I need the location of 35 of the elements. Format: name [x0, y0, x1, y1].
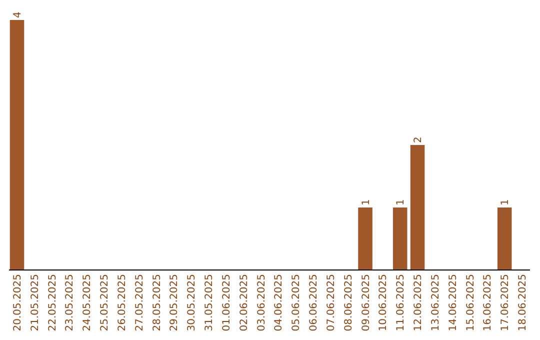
- x-tick-label: 27.05.2025: [134, 274, 146, 332]
- x-tick-label: 16.06.2025: [482, 274, 494, 332]
- x-tick-label: 10.06.2025: [378, 274, 390, 332]
- x-tick-label: 15.06.2025: [465, 274, 476, 332]
- x-tick-label: 07.06.2025: [326, 274, 337, 332]
- x-tick-label: 05.06.2025: [291, 274, 302, 332]
- x-tick-label: 23.05.2025: [64, 274, 76, 332]
- x-tick-label: 21.05.2025: [30, 274, 41, 332]
- x-tick-label: 30.05.2025: [186, 274, 198, 332]
- x-tick-label: 06.06.2025: [308, 274, 320, 332]
- data-label: 1: [500, 199, 512, 206]
- x-tick-label: 08.06.2025: [343, 274, 354, 332]
- x-tick-label: 01.06.2025: [221, 274, 232, 332]
- x-tick-label: 22.05.2025: [47, 274, 58, 332]
- x-tick-label: 29.05.2025: [169, 274, 180, 332]
- x-tick-label: 12.06.2025: [413, 274, 424, 332]
- x-tick-label: 24.05.2025: [82, 274, 94, 332]
- x-tick-label: 14.06.2025: [448, 274, 459, 332]
- x-tick-label: 18.06.2025: [517, 274, 528, 332]
- x-tick-label: 02.06.2025: [238, 274, 250, 332]
- x-tick-label: 31.05.2025: [204, 274, 216, 332]
- data-label: 4: [12, 12, 24, 18]
- x-tick-label: 03.06.2025: [256, 274, 268, 332]
- data-label: 1: [360, 199, 372, 206]
- data-label: 2: [413, 136, 424, 143]
- x-tick-label: 17.06.2025: [500, 274, 512, 332]
- x-tick-label: 28.05.2025: [152, 274, 163, 332]
- data-label: 1: [396, 199, 407, 206]
- x-tick-label: 09.06.2025: [360, 274, 372, 332]
- x-tick-label: 04.06.2025: [274, 274, 285, 332]
- x-tick-label: 26.05.2025: [116, 274, 128, 332]
- x-tick-label: 25.05.2025: [100, 274, 111, 332]
- x-tick-label: 13.06.2025: [430, 274, 442, 332]
- x-tick-label: 20.05.2025: [12, 274, 24, 332]
- x-tick-label: 11.06.2025: [396, 274, 407, 332]
